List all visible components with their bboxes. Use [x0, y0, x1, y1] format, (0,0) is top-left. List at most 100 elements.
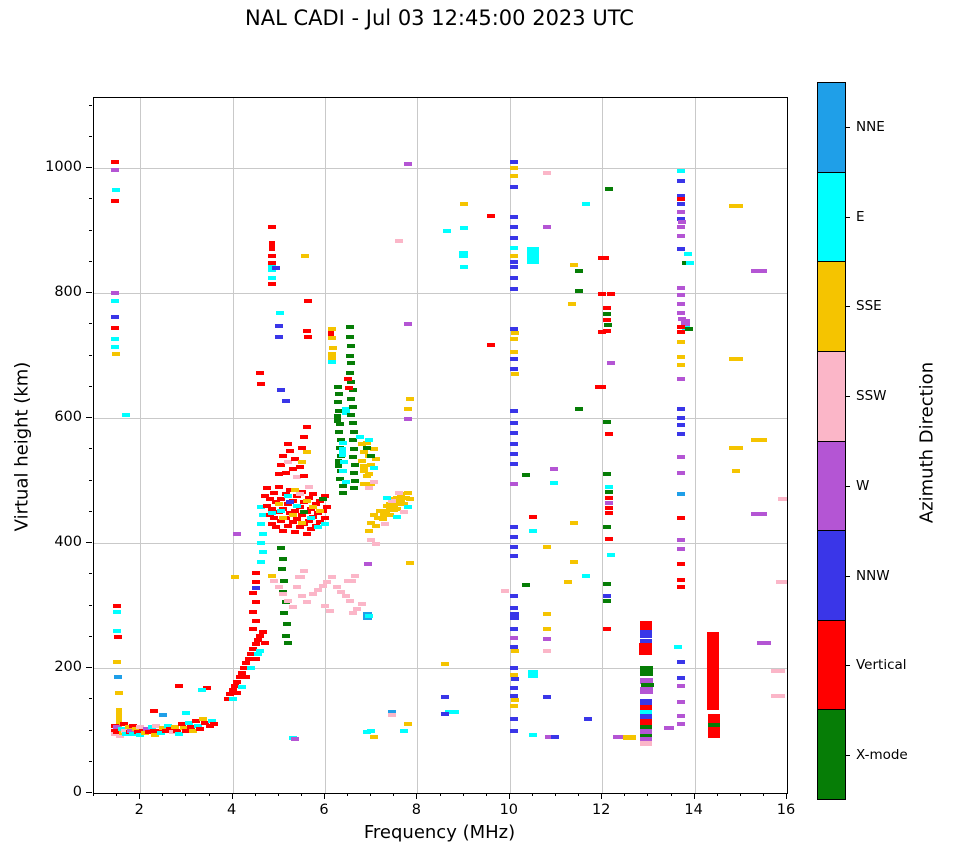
- data-tile-X-mode: [367, 453, 376, 458]
- data-tile-Vertical: [323, 504, 332, 509]
- x-tick: [324, 793, 325, 799]
- data-tile-NNW: [277, 387, 286, 392]
- gridline-y-1000: [94, 168, 787, 169]
- data-tile-SSE: [327, 336, 336, 340]
- data-tile-E: [459, 250, 469, 258]
- data-tile-Vertical: [300, 434, 309, 439]
- data-tile-X-mode: [334, 408, 343, 413]
- data-tile-SSW: [304, 484, 313, 489]
- data-tile-X-mode: [347, 344, 356, 349]
- data-tile-Vertical: [605, 432, 614, 437]
- x-tick: [462, 793, 464, 796]
- data-tile-Vertical: [290, 529, 299, 534]
- y-tick-label: 400: [54, 534, 82, 550]
- data-tile-SSW: [353, 606, 362, 611]
- data-tile-E: [364, 437, 373, 442]
- data-tile-SSW: [341, 594, 350, 599]
- data-tile-E: [207, 719, 216, 724]
- data-tile-Vertical: [605, 537, 614, 542]
- data-tile-Vertical: [161, 729, 170, 734]
- data-tile-NNW: [510, 644, 519, 649]
- data-tile-E: [443, 229, 452, 234]
- data-tile-SSE: [459, 201, 468, 206]
- colorbar-label-Vertical: Vertical: [856, 657, 907, 674]
- data-tile-E: [510, 246, 519, 250]
- data-tile-SSE: [510, 173, 519, 178]
- gridline-y-400: [94, 543, 787, 544]
- data-tile-Vertical: [284, 442, 293, 447]
- data-tile-SSE: [392, 495, 405, 506]
- data-tile-SSE: [570, 559, 579, 564]
- data-tile-Vertical: [251, 656, 260, 661]
- data-tile-SSW: [293, 584, 302, 589]
- data-tile-X-mode: [318, 497, 327, 502]
- data-tile-X-mode: [280, 611, 289, 615]
- data-tile-SSE: [510, 337, 519, 342]
- data-tile-SSW: [367, 537, 376, 542]
- data-tile-SSE: [371, 456, 380, 461]
- data-tile-Vertical: [321, 516, 329, 520]
- data-tile-Vertical: [311, 502, 320, 507]
- data-tile-X-mode: [348, 421, 357, 425]
- data-tile-SSW: [381, 522, 390, 527]
- x-tick: [439, 793, 441, 796]
- data-tile-NNW: [286, 500, 295, 505]
- data-tile-Vertical: [258, 629, 267, 634]
- data-tile-SSE: [301, 253, 310, 258]
- data-tile-X-mode: [283, 622, 292, 627]
- data-tile-X-mode: [521, 582, 530, 587]
- data-tile-E: [341, 406, 350, 415]
- x-tick: [716, 793, 718, 796]
- data-tile-SSE: [124, 725, 133, 730]
- data-tile-Vertical: [233, 691, 242, 695]
- data-tile-E: [284, 494, 293, 499]
- data-tile-E: [277, 508, 286, 513]
- data-tile-Vertical: [288, 520, 297, 525]
- data-tile-SSE: [385, 512, 394, 517]
- data-tile-W: [676, 722, 685, 727]
- data-tile-W: [676, 225, 685, 230]
- data-tile-NNW: [510, 159, 519, 164]
- data-tile-E: [383, 496, 392, 500]
- data-tile-SSW: [332, 584, 341, 589]
- data-tile-Vertical: [249, 647, 258, 652]
- plot-area: [93, 97, 788, 794]
- data-tile-SSW: [337, 589, 346, 594]
- data-tile-E: [156, 731, 165, 735]
- data-tile-W: [290, 737, 299, 742]
- data-tile-X-mode: [335, 422, 344, 427]
- data-tile-Vertical: [286, 448, 295, 453]
- x-tick: [693, 793, 695, 799]
- data-tile-Vertical: [293, 517, 302, 522]
- data-tile-SSE: [406, 561, 414, 565]
- x-tick: [347, 793, 349, 796]
- data-tile-SSE: [676, 362, 685, 367]
- colorbar-segment-X-mode: [818, 709, 845, 799]
- data-tile-NNW: [640, 639, 653, 646]
- data-tile-X-mode: [639, 665, 653, 676]
- data-tile-NNW: [510, 717, 519, 722]
- data-tile-Vertical: [113, 603, 122, 608]
- data-tile-Vertical: [256, 633, 265, 638]
- data-tile-W: [613, 734, 624, 739]
- data-tile-E: [459, 226, 468, 230]
- data-tile-Vertical: [602, 627, 611, 632]
- data-tile-Vertical: [263, 503, 272, 508]
- data-tile-NNW: [510, 442, 519, 447]
- data-tile-NNW: [510, 214, 519, 219]
- data-tile-E: [392, 514, 401, 519]
- data-tile-W: [404, 322, 413, 327]
- x-tick: [670, 793, 672, 796]
- data-tile-Vertical: [595, 384, 604, 389]
- data-tile-SSE: [357, 442, 366, 447]
- data-tile-W: [363, 562, 372, 567]
- data-tile-SSE: [369, 447, 378, 452]
- data-tile-SSE: [392, 506, 401, 511]
- data-tile-E: [307, 516, 316, 520]
- data-tile-NNW: [110, 314, 119, 319]
- colorbar-label-W: W: [856, 477, 870, 494]
- gridline-x-12: [602, 98, 604, 793]
- data-tile-Vertical: [230, 683, 239, 688]
- data-tile-Vertical: [314, 511, 323, 515]
- data-tile-SSW: [302, 600, 311, 605]
